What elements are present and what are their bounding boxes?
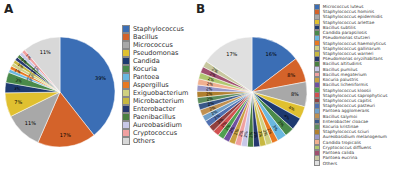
html-text:Others: Others [132,137,155,145]
html-text:Candida: Candida [132,57,160,65]
html-text:Staphylococcus epidermidis: Staphylococcus epidermidis [322,14,383,20]
svg-text:2%: 2% [262,129,269,137]
html-text:Bacillus: Bacillus [132,33,158,41]
svg-text:17%: 17% [60,132,71,138]
html-text:Bacillus pumilus: Bacillus pumilus [322,66,358,72]
svg-text:2%: 2% [266,127,274,135]
html-text:Cryptococcus diffluens: Cryptococcus diffluens [322,144,372,150]
html-text:A: A [4,2,14,16]
html-text:Enterobacter: Enterobacter [132,105,176,113]
svg-text:8%: 8% [291,91,299,97]
html-text:Staphylococcus warneri: Staphylococcus warneri [322,51,374,56]
svg-text:11%: 11% [25,120,36,126]
html-text:Bacillus licheniformis: Bacillus licheniformis [322,82,368,88]
html-text:Staphylococcus: Staphylococcus [132,25,184,33]
html-text:Bacillus subtilis: Bacillus subtilis [322,24,356,30]
html-text:Micrococcus luteus: Micrococcus luteus [322,4,364,9]
html-text:Bacillus megaterium: Bacillus megaterium [322,71,367,77]
svg-text:2%: 2% [223,123,232,132]
svg-text:2%: 2% [207,100,215,107]
svg-text:2%: 2% [206,96,213,102]
svg-text:7%: 7% [14,99,22,105]
html-text:Pseudomonas oryzihabitans: Pseudomonas oryzihabitans [322,56,383,62]
svg-text:2%: 2% [216,116,225,125]
html-text:Microbacterium: Microbacterium [132,97,184,105]
svg-text:11%: 11% [40,49,51,55]
html-text:Pantoea agglomerans: Pantoea agglomerans [322,108,370,114]
html-text:Pantoea: Pantoea [132,73,160,81]
svg-text:1%: 1% [24,53,32,61]
svg-text:3%: 3% [277,119,286,128]
html-text:Staphylococcus sciuri: Staphylococcus sciuri [322,129,369,135]
html-text:Paenibacillus: Paenibacillus [132,113,176,121]
html-text:Exiguobacterium: Exiguobacterium [132,89,189,97]
svg-text:4%: 4% [288,105,296,112]
svg-text:1%: 1% [16,62,25,70]
html-text:Bacillus altitudinis: Bacillus altitudinis [322,61,362,67]
svg-text:2%: 2% [207,75,215,83]
html-text:Cryptococcus: Cryptococcus [132,129,178,137]
svg-text:2%: 2% [232,128,240,136]
svg-text:3%: 3% [271,123,280,132]
html-text:Pantoea eucrina: Pantoea eucrina [322,155,358,161]
html-text:Pseudomonas stutzeri: Pseudomonas stutzeri [322,35,370,41]
svg-text:2%: 2% [206,81,214,88]
html-text:Staphylococcus pasteuri: Staphylococcus pasteuri [322,103,375,109]
svg-text:16%: 16% [266,51,277,57]
html-text:Staphylococcus capitis: Staphylococcus capitis [322,97,372,103]
html-text:Aureobasidium: Aureobasidium [132,121,182,129]
html-text:Staphylococcus haemolyticus: Staphylococcus haemolyticus [322,40,386,46]
html-text:Pseudomonas: Pseudomonas [132,49,179,57]
html-text:Staphylococcus arlettae: Staphylococcus arlettae [322,19,375,25]
html-text:Enterobacter cloacae: Enterobacter cloacae [322,118,369,124]
svg-text:3%: 3% [15,77,23,84]
html-text:Kocuria: Kocuria [132,65,158,73]
html-text:Staphylococcus gallinarum: Staphylococcus gallinarum [322,45,381,51]
html-text:B: B [196,2,206,16]
html-text:Kocuria kristinae: Kocuria kristinae [322,124,359,129]
html-text:Candida tropicalis: Candida tropicalis [322,139,362,145]
svg-text:2%: 2% [210,109,219,117]
svg-text:2%: 2% [206,91,213,96]
svg-text:2%: 2% [237,129,245,138]
html-text:Aspergillus: Aspergillus [132,81,169,89]
html-text:Staphylococcus hominis: Staphylococcus hominis [322,9,375,15]
svg-text:2%: 2% [242,130,249,138]
html-text:Bacillus salymoi: Bacillus salymoi [322,113,358,119]
svg-text:1%: 1% [13,67,22,75]
svg-text:2%: 2% [206,86,213,91]
svg-text:4%: 4% [283,113,291,121]
svg-text:39%: 39% [95,75,106,81]
html-text:Aureobasidium melanogenum: Aureobasidium melanogenum [322,134,387,140]
svg-text:2%: 2% [211,66,219,74]
html-text:Candida parapsilosis: Candida parapsilosis [322,30,367,36]
svg-text:3%: 3% [14,86,21,92]
svg-text:2%: 2% [248,131,253,138]
svg-text:8%: 8% [287,72,295,78]
svg-text:2%: 2% [257,130,264,138]
html-text:Staphylococcus saprophyticus: Staphylococcus saprophyticus [322,92,388,98]
svg-text:2%: 2% [208,104,217,112]
svg-text:1%: 1% [32,65,40,73]
html-text:Micrococcus: Micrococcus [132,41,173,49]
svg-text:1%: 1% [25,75,34,83]
html-text:Kocuria palustris: Kocuria palustris [322,77,359,83]
html-text:Others: Others [322,160,338,166]
svg-text:2%: 2% [253,131,259,138]
svg-text:17%: 17% [226,51,237,57]
html-text:Pantoea calida: Pantoea calida [322,150,355,156]
html-text:Staphylococcus kloosii: Staphylococcus kloosii [322,87,371,93]
